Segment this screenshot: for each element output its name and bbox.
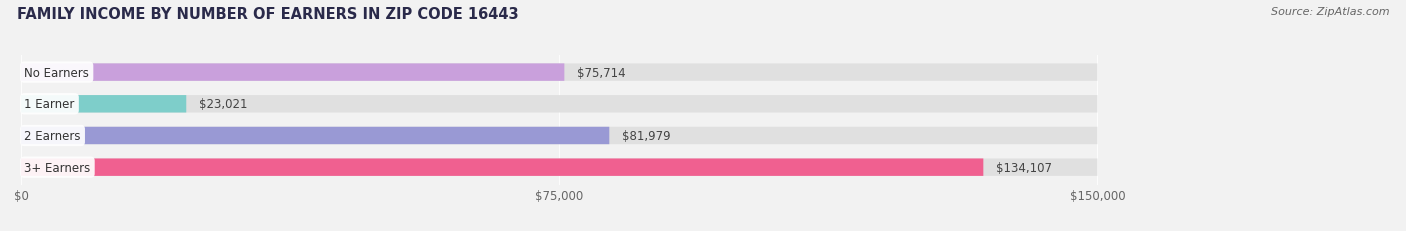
Text: Source: ZipAtlas.com: Source: ZipAtlas.com bbox=[1271, 7, 1389, 17]
Text: $23,021: $23,021 bbox=[200, 98, 247, 111]
Text: $81,979: $81,979 bbox=[623, 129, 671, 142]
FancyBboxPatch shape bbox=[21, 159, 983, 176]
FancyBboxPatch shape bbox=[21, 127, 1097, 145]
Text: $75,714: $75,714 bbox=[578, 66, 626, 79]
FancyBboxPatch shape bbox=[21, 64, 1097, 82]
FancyBboxPatch shape bbox=[21, 127, 609, 145]
Text: FAMILY INCOME BY NUMBER OF EARNERS IN ZIP CODE 16443: FAMILY INCOME BY NUMBER OF EARNERS IN ZI… bbox=[17, 7, 519, 22]
Text: $134,107: $134,107 bbox=[997, 161, 1052, 174]
Text: 2 Earners: 2 Earners bbox=[24, 129, 80, 142]
FancyBboxPatch shape bbox=[21, 64, 564, 82]
FancyBboxPatch shape bbox=[21, 96, 1097, 113]
Text: 1 Earner: 1 Earner bbox=[24, 98, 75, 111]
FancyBboxPatch shape bbox=[21, 96, 186, 113]
Text: No Earners: No Earners bbox=[24, 66, 89, 79]
Text: 3+ Earners: 3+ Earners bbox=[24, 161, 90, 174]
FancyBboxPatch shape bbox=[21, 159, 1097, 176]
